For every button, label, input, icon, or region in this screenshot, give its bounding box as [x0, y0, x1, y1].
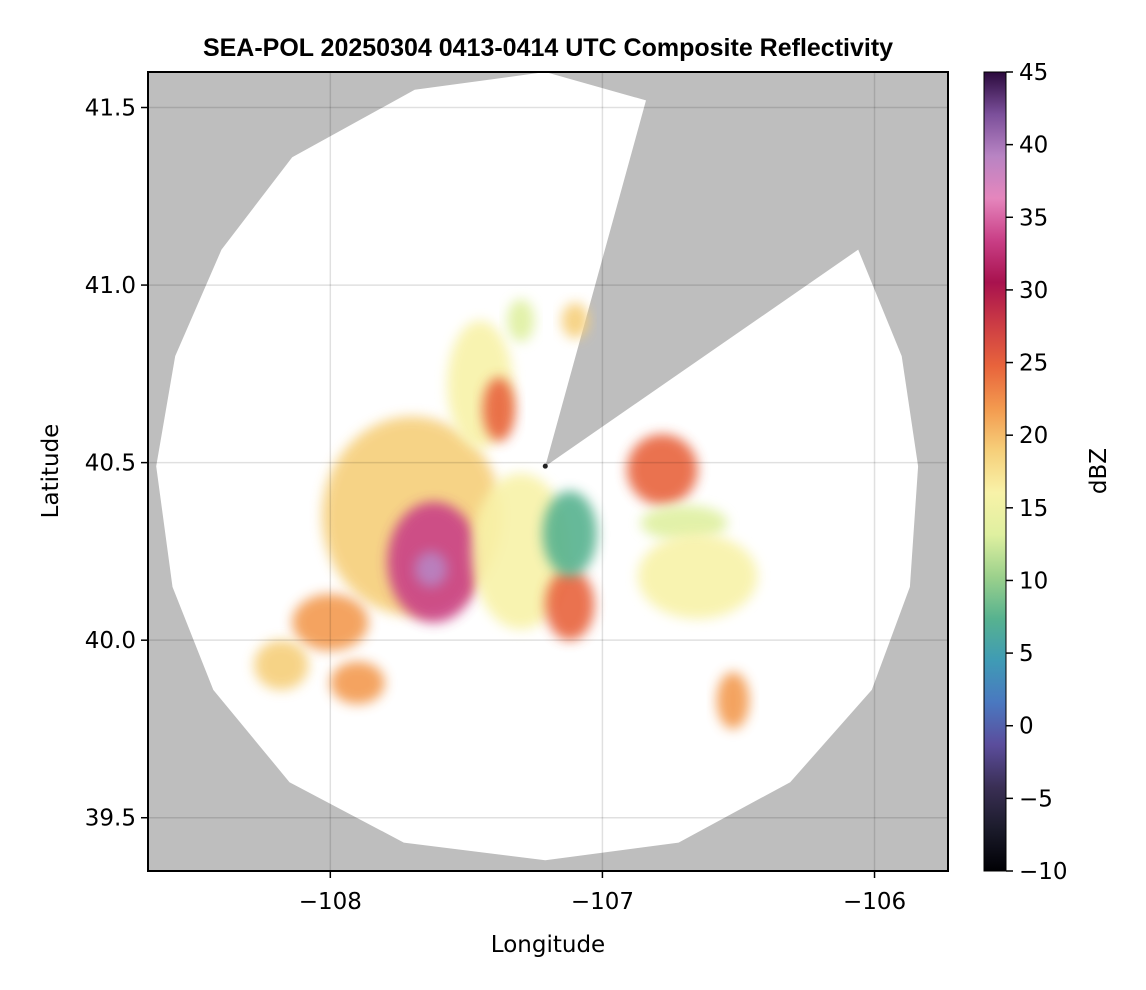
colorbar-ticks: −10 −5 0 5 10 15 20 25 30 35 40 45: [1006, 60, 1068, 885]
colorbar-label: dBZ: [1086, 448, 1112, 494]
x-tick-label: −108: [299, 889, 362, 915]
echo-southeast-cell: [716, 672, 750, 729]
echo-north-patch: [507, 299, 535, 342]
y-tick-label: 39.5: [85, 806, 136, 832]
colorbar-tick-label: 20: [1019, 423, 1048, 449]
chart-title: SEA-POL 20250304 0413-0414 UTC Composite…: [203, 34, 893, 62]
plot-frame: [147, 71, 949, 872]
radar-site-marker: [542, 463, 548, 469]
x-tick-label: −106: [843, 889, 906, 915]
colorbar-gradient: [983, 71, 1007, 872]
y-tick-label: 40.5: [85, 451, 136, 477]
colorbar-tick-label: 10: [1019, 568, 1048, 594]
radar-coverage-area: [156, 72, 919, 861]
y-tick-label: 41.5: [85, 96, 136, 122]
x-axis-label: Longitude: [491, 932, 605, 958]
echo-east-cell: [626, 434, 698, 506]
y-tick-label: 40.0: [85, 628, 136, 654]
echo-near-radar-band: [471, 473, 570, 630]
echo-south-core: [545, 569, 595, 641]
colorbar-tick-label: 35: [1019, 205, 1048, 231]
colorbar: −10 −5 0 5 10 15 20 25 30 35 40 45 dBZ: [983, 60, 1112, 885]
echo-east-band: [640, 505, 728, 541]
gridlines: [148, 72, 948, 871]
plot-area: [148, 72, 948, 871]
echo-south-cell: [330, 661, 385, 705]
echo-far-southwest-cell: [254, 640, 309, 690]
echo-north-east-patch: [561, 302, 589, 339]
y-tick-label: 41.0: [85, 273, 136, 299]
echo-southwest-cell: [292, 594, 369, 651]
colorbar-tick-label: 40: [1019, 133, 1048, 159]
y-axis-ticks: 39.5 40.0 40.5 41.0 41.5: [85, 96, 148, 832]
colorbar-tick-label: 45: [1019, 60, 1048, 86]
echo-southeast-band: [637, 533, 758, 619]
x-tick-label: −107: [571, 889, 634, 915]
echo-near-radar-low: [542, 490, 597, 577]
colorbar-tick-label: 5: [1019, 641, 1034, 667]
colorbar-tick-label: 15: [1019, 496, 1048, 522]
colorbar-tick-label: 25: [1019, 351, 1048, 377]
colorbar-tick-label: 30: [1019, 278, 1048, 304]
echo-layer: [254, 299, 758, 729]
colorbar-tick-label: 0: [1019, 714, 1034, 740]
echo-northern-core: [482, 377, 516, 442]
echo-intense-core: [414, 551, 448, 587]
colorbar-tick-label: −10: [1019, 859, 1068, 885]
colorbar-tick-label: −5: [1019, 786, 1053, 812]
y-axis-label: Latitude: [38, 424, 64, 519]
x-axis-ticks: −108 −107 −106: [299, 871, 906, 915]
